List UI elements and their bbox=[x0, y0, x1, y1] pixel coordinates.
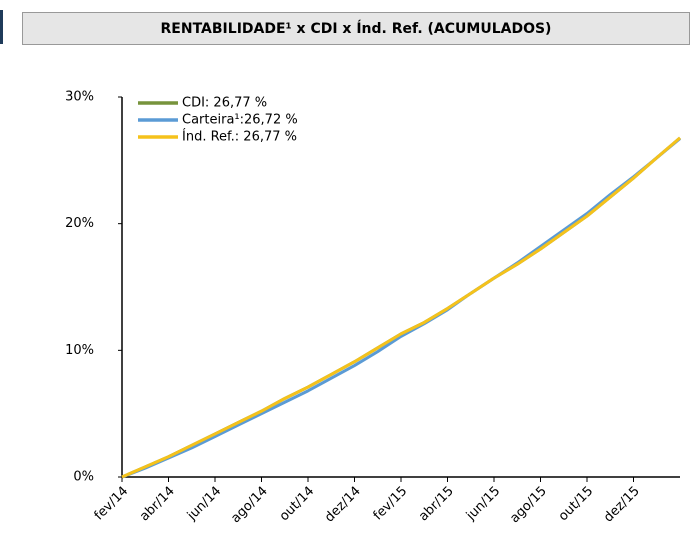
x-tick-label: dez/14 bbox=[322, 484, 364, 526]
y-tick-label: 0% bbox=[73, 470, 94, 485]
x-tick-label: fev/15 bbox=[371, 484, 411, 524]
x-tick-label: jun/14 bbox=[184, 484, 224, 524]
y-tick-label: 30% bbox=[65, 90, 94, 105]
chart-title: RENTABILIDADE¹ x CDI x Índ. Ref. (ACUMUL… bbox=[161, 20, 552, 37]
legend-label: Carteira¹:26,72 % bbox=[182, 113, 298, 128]
y-tick-label: 20% bbox=[65, 216, 94, 231]
x-tick-label: abr/14 bbox=[137, 484, 178, 525]
y-tick-label: 10% bbox=[65, 343, 94, 358]
series-line bbox=[121, 136, 681, 479]
x-tick-label: dez/15 bbox=[601, 484, 643, 526]
x-tick-label: ago/15 bbox=[507, 484, 549, 526]
x-tick-label: ago/14 bbox=[228, 484, 270, 526]
x-tick-label: out/14 bbox=[277, 484, 317, 524]
title-box bbox=[22, 12, 690, 45]
legend-label: CDI: 26,77 % bbox=[182, 96, 267, 111]
x-tick-label: out/15 bbox=[556, 484, 596, 524]
edge-strip bbox=[0, 10, 3, 44]
series-line bbox=[121, 136, 681, 479]
x-tick-label: fev/14 bbox=[92, 484, 132, 524]
series-line bbox=[121, 137, 681, 479]
legend-label: Índ. Ref.: 26,77 % bbox=[182, 129, 297, 145]
x-tick-label: jun/15 bbox=[463, 484, 503, 524]
x-tick-label: abr/15 bbox=[416, 484, 457, 525]
